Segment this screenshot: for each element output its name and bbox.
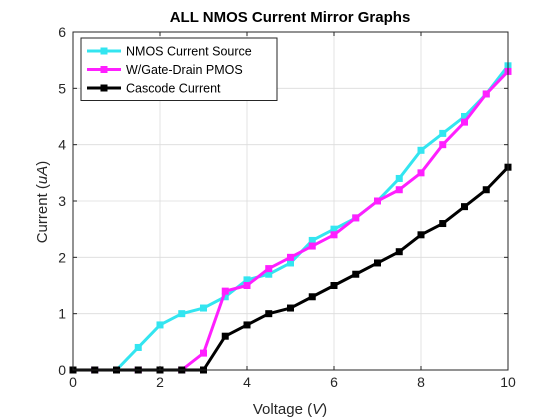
series-0 xyxy=(69,62,512,374)
series-0-point-18 xyxy=(461,113,468,120)
series-line-2 xyxy=(73,166,510,372)
series-1-point-15 xyxy=(395,186,403,194)
y-tick-label-6: 6 xyxy=(58,24,66,40)
series-0-point-4 xyxy=(156,321,164,329)
x-axis-label-text: Voltage xyxy=(253,401,303,418)
y-tick-label-5: 5 xyxy=(58,80,66,96)
legend-item-1: W/Gate-Drain PMOS xyxy=(87,63,243,77)
legend-item-0: NMOS Current Source xyxy=(87,45,252,59)
series-1-point-13 xyxy=(352,214,360,222)
series-1-point-9 xyxy=(265,265,273,273)
x-axis-label: Voltage (V) xyxy=(253,401,327,418)
legend-label-1: W/Gate-Drain PMOS xyxy=(126,63,243,77)
series-2-point-19 xyxy=(482,186,490,194)
legend-item-2: Cascode Current xyxy=(87,82,221,96)
series-1-point-10 xyxy=(287,253,294,261)
series-1-point-14 xyxy=(374,197,381,205)
series-2-point-9 xyxy=(265,310,273,318)
series-2-point-14 xyxy=(374,259,381,267)
series-2-point-17 xyxy=(439,220,447,228)
y-tick-label-4: 4 xyxy=(58,137,66,153)
y-tick-label-1: 1 xyxy=(58,306,66,322)
series-2-point-8 xyxy=(243,321,251,329)
series-1-point-8 xyxy=(243,282,251,289)
legend-swatch-marker-0 xyxy=(100,47,108,55)
series-2-point-18 xyxy=(461,203,468,211)
x-tick-label-3: 6 xyxy=(330,374,338,390)
x-tick-label-5: 10 xyxy=(500,374,516,390)
y-tick-label-0: 0 xyxy=(58,362,66,378)
series-1-point-17 xyxy=(439,141,447,149)
series-1-point-16 xyxy=(417,169,425,177)
series-layer xyxy=(69,62,512,374)
x-tick-label-2: 4 xyxy=(243,374,251,390)
series-1-point-6 xyxy=(200,349,207,357)
legend-label-0: NMOS Current Source xyxy=(126,45,252,59)
series-1-point-11 xyxy=(308,242,316,250)
series-0-point-17 xyxy=(439,129,447,137)
series-0-point-7 xyxy=(221,293,229,301)
series-0-point-6 xyxy=(200,304,207,312)
series-1-point-7 xyxy=(221,287,229,295)
series-2-point-13 xyxy=(352,270,360,278)
series-line-0 xyxy=(73,64,510,372)
series-0-point-5 xyxy=(178,310,186,318)
legend-swatch-marker-1 xyxy=(100,66,108,73)
legend-label-2: Cascode Current xyxy=(126,82,221,96)
series-2-point-15 xyxy=(395,248,403,256)
series-2-point-10 xyxy=(287,304,294,312)
y-axis-unit: uA xyxy=(34,166,51,184)
x-tick-label-1: 2 xyxy=(156,374,164,390)
series-0-point-12 xyxy=(330,225,338,233)
axis-ticks: 0 2 4 6 8 10 0 1 2 3 4 5 6 xyxy=(58,24,516,390)
series-2-point-16 xyxy=(417,231,425,239)
legend: NMOS Current Source W/Gate-Drain PMOS Casc… xyxy=(80,37,278,101)
y-axis-label-text: Current xyxy=(34,192,51,243)
series-0-point-8 xyxy=(243,276,251,284)
chart-title: ALL NMOS Current Mirror Graphs xyxy=(170,9,411,26)
series-0-point-10 xyxy=(287,259,294,267)
y-tick-label-2: 2 xyxy=(58,249,66,265)
x-tick-label-4: 8 xyxy=(417,374,425,390)
x-axis-unit: V xyxy=(312,401,324,418)
series-0-point-3 xyxy=(134,343,142,351)
series-2 xyxy=(69,163,512,374)
series-2-point-11 xyxy=(308,293,316,301)
y-tick-label-3: 3 xyxy=(58,193,66,209)
series-2-point-12 xyxy=(330,282,338,289)
series-1-point-18 xyxy=(461,118,468,126)
series-1-point-19 xyxy=(482,90,490,98)
series-2-point-7 xyxy=(221,332,229,340)
series-0-point-9 xyxy=(265,270,273,278)
series-0-point-16 xyxy=(417,146,425,154)
series-0-point-15 xyxy=(395,174,403,182)
series-1-point-12 xyxy=(330,231,338,239)
y-axis-label: Current (uA) xyxy=(34,161,51,244)
legend-swatch-marker-2 xyxy=(100,84,108,92)
x-tick-label-0: 0 xyxy=(69,374,77,390)
series-0-point-11 xyxy=(308,236,316,244)
